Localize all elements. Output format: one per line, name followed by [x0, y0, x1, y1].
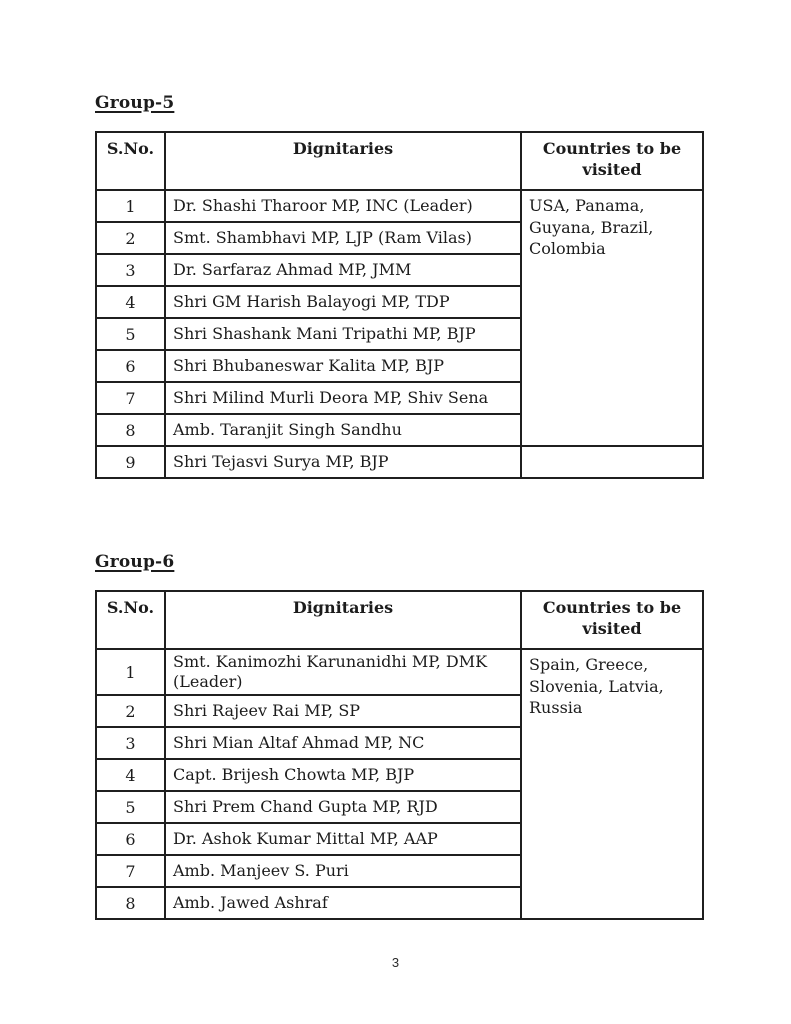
table-row: 1 Dr. Shashi Tharoor MP, INC (Leader) USA,… [95, 189, 704, 447]
table-row: 2 Smt. Shambhavi MP, LJP (Ram Vilas) [95, 221, 703, 255]
cell-dignitary-name: Smt. Shambhavi MP, LJP (Ram Vilas) [164, 221, 522, 255]
table-row: 5 Shri Shashank Mani Tripathi MP, BJP [95, 317, 703, 351]
table-header-row: S.No. Dignitaries Countries to be visite… [95, 131, 704, 191]
group-6-table-body: 1 Smt. Kanimozhi Karunanidhi MP, DMK (Lea… [95, 648, 704, 920]
table-row: 5 Shri Prem Chand Gupta MP, RJD [95, 790, 703, 824]
cell-dignitary-name: Shri Tejasvi Surya MP, BJP [164, 445, 522, 479]
cell-dignitary-name: Amb. Jawed Ashraf [164, 886, 522, 920]
cell-serial-number: 3 [95, 726, 166, 760]
cell-serial-number: 4 [95, 285, 166, 319]
header-countries: Countries to be visited [520, 131, 704, 191]
header-dignitaries: Dignitaries [164, 590, 522, 650]
table-row: 8 Amb. Jawed Ashraf [95, 886, 703, 920]
cell-serial-number: 8 [95, 886, 166, 920]
group-5-heading: Group-5 [95, 93, 175, 113]
table-row: 7 Amb. Manjeev S. Puri [95, 854, 703, 888]
cell-dignitary-name: Shri GM Harish Balayogi MP, TDP [164, 285, 522, 319]
header-dignitaries: Dignitaries [164, 131, 522, 191]
cell-dignitary-name: Shri Rajeev Rai MP, SP [164, 694, 522, 728]
cell-serial-number: 7 [95, 854, 166, 888]
cell-countries-empty [520, 445, 704, 479]
table-row: 3 Shri Mian Altaf Ahmad MP, NC [95, 726, 703, 760]
cell-serial-number: 1 [95, 648, 166, 696]
table-row: 9 Shri Tejasvi Surya MP, BJP [95, 445, 704, 479]
cell-dignitary-name: Smt. Kanimozhi Karunanidhi MP, DMK (Lead… [164, 648, 522, 696]
cell-dignitary-name: Amb. Manjeev S. Puri [164, 854, 522, 888]
cell-countries: Spain, Greece, Slovenia, Latvia, Russia [520, 648, 704, 920]
cell-serial-number: 5 [95, 790, 166, 824]
table-header-row: S.No. Dignitaries Countries to be visite… [95, 590, 704, 650]
cell-dignitary-name: Amb. Taranjit Singh Sandhu [164, 413, 522, 447]
table-row: 4 Shri GM Harish Balayogi MP, TDP [95, 285, 703, 319]
cell-serial-number: 4 [95, 758, 166, 792]
group-5-table: S.No. Dignitaries Countries to be visite… [95, 131, 704, 479]
table-row: 1 Smt. Kanimozhi Karunanidhi MP, DMK (Lea… [95, 648, 704, 920]
cell-serial-number: 7 [95, 381, 166, 415]
header-sno: S.No. [95, 131, 166, 191]
table-row: 6 Shri Bhubaneswar Kalita MP, BJP [95, 349, 703, 383]
cell-dignitary-name: Dr. Shashi Tharoor MP, INC (Leader) [164, 189, 522, 223]
group-6-section: Group-6 S.No. Dignitaries Countries to b… [95, 552, 704, 920]
cell-serial-number: 9 [95, 445, 166, 479]
cell-dignitary-name: Shri Mian Altaf Ahmad MP, NC [164, 726, 522, 760]
group-6-heading: Group-6 [95, 552, 175, 572]
cell-serial-number: 1 [95, 189, 166, 223]
table-row: 7 Shri Milind Murli Deora MP, Shiv Sena [95, 381, 703, 415]
group-5-table-body: 1 Dr. Shashi Tharoor MP, INC (Leader) USA,… [95, 189, 704, 479]
table-row: 2 Shri Rajeev Rai MP, SP [95, 694, 703, 728]
cell-dignitary-name: Shri Milind Murli Deora MP, Shiv Sena [164, 381, 522, 415]
cell-serial-number: 8 [95, 413, 166, 447]
document-content: Group-5 S.No. Dignitaries Countries to b… [95, 93, 704, 920]
table-row: 6 Dr. Ashok Kumar Mittal MP, AAP [95, 822, 703, 856]
cell-dignitary-name: Dr. Sarfaraz Ahmad MP, JMM [164, 253, 522, 287]
cell-dignitary-name: Shri Shashank Mani Tripathi MP, BJP [164, 317, 522, 351]
cell-serial-number: 3 [95, 253, 166, 287]
header-countries: Countries to be visited [520, 590, 704, 650]
cell-serial-number: 2 [95, 221, 166, 255]
table-row: 8 Amb. Taranjit Singh Sandhu [95, 413, 703, 447]
cell-serial-number: 6 [95, 822, 166, 856]
cell-dignitary-name: Shri Prem Chand Gupta MP, RJD [164, 790, 522, 824]
page-number: 3 [391, 955, 400, 970]
header-sno: S.No. [95, 590, 166, 650]
cell-serial-number: 6 [95, 349, 166, 383]
group-5-section: Group-5 S.No. Dignitaries Countries to b… [95, 93, 704, 479]
table-row: 3 Dr. Sarfaraz Ahmad MP, JMM [95, 253, 703, 287]
cell-dignitary-name: Dr. Ashok Kumar Mittal MP, AAP [164, 822, 522, 856]
cell-dignitary-name: Shri Bhubaneswar Kalita MP, BJP [164, 349, 522, 383]
table-row: 4 Capt. Brijesh Chowta MP, BJP [95, 758, 703, 792]
group-6-table: S.No. Dignitaries Countries to be visite… [95, 590, 704, 920]
cell-serial-number: 2 [95, 694, 166, 728]
cell-countries: USA, Panama, Guyana, Brazil, Colombia [520, 189, 704, 447]
cell-serial-number: 5 [95, 317, 166, 351]
cell-dignitary-name: Capt. Brijesh Chowta MP, BJP [164, 758, 522, 792]
